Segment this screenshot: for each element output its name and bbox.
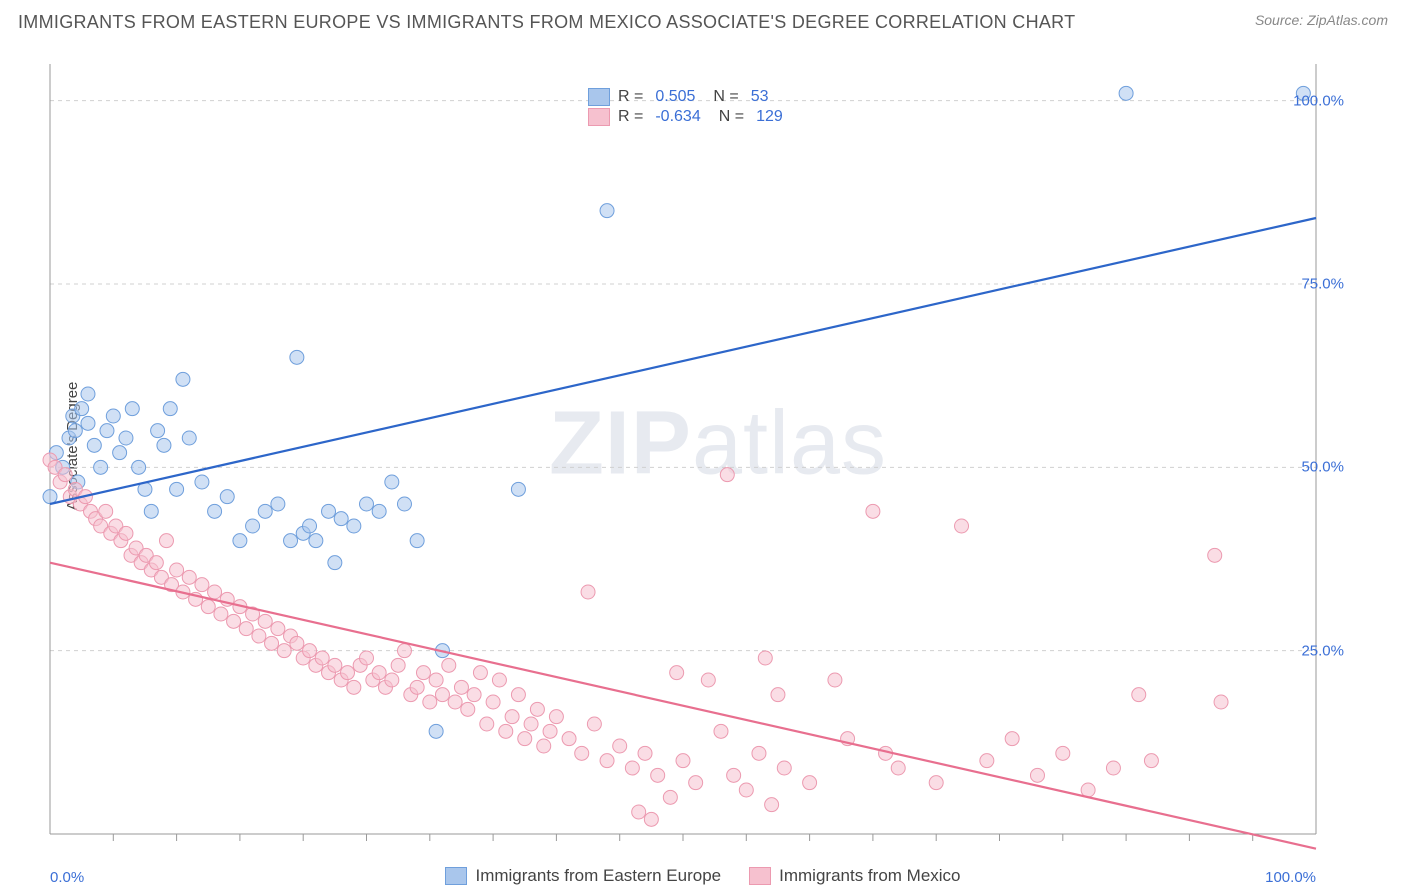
series-legend: Immigrants from Eastern Europe Immigrants…: [0, 866, 1406, 886]
r-label: R =: [618, 88, 643, 106]
legend-label: Immigrants from Eastern Europe: [475, 866, 721, 886]
legend-item: Immigrants from Mexico: [749, 866, 960, 886]
plot-area: ZIPatlas R =0.505N =53R =-0.634N =129 25…: [48, 44, 1388, 854]
legend-swatch: [749, 867, 771, 885]
chart-area: ZIPatlas R =0.505N =53R =-0.634N =129 25…: [48, 44, 1388, 854]
stats-legend-row: R = -0.634 N = 129: [588, 108, 848, 126]
r-value: -0.634: [655, 108, 700, 126]
legend-label: Immigrants from Mexico: [779, 866, 960, 886]
legend-swatch: [588, 88, 610, 106]
stats-legend: R = 0.505 N = 53 R = -0.634 N = 129: [588, 88, 848, 128]
stats-legend-row: R = 0.505 N = 53: [588, 88, 848, 106]
y-tick-label: 75.0%: [1301, 276, 1344, 293]
chart-title: IMMIGRANTS FROM EASTERN EUROPE VS IMMIGR…: [18, 12, 1075, 33]
n-label: N =: [719, 108, 744, 126]
y-tick-label: 100.0%: [1293, 92, 1344, 109]
legend-item: Immigrants from Eastern Europe: [445, 866, 721, 886]
n-label: N =: [713, 88, 738, 106]
x-axis-max-label: 100.0%: [1265, 869, 1316, 886]
legend-swatch: [588, 108, 610, 126]
scatter-plot-svg: [48, 44, 1388, 854]
y-tick-label: 50.0%: [1301, 459, 1344, 476]
r-value: 0.505: [655, 88, 695, 106]
x-axis-min-label: 0.0%: [50, 869, 84, 886]
y-tick-label: 25.0%: [1301, 642, 1344, 659]
legend-swatch: [445, 867, 467, 885]
n-value: 129: [756, 108, 783, 126]
r-label: R =: [618, 108, 643, 126]
n-value: 53: [751, 88, 769, 106]
source-attribution: Source: ZipAtlas.com: [1255, 12, 1388, 28]
